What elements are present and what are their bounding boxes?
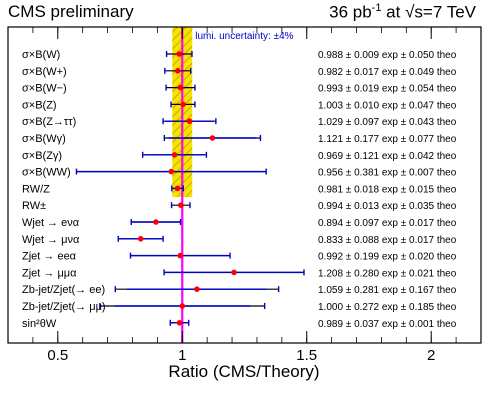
x-tick-label: 1 [178,347,186,364]
row-label: Wjet → eνα [22,217,80,229]
header-energy: at √s=7 TeV [381,2,476,22]
x-tick-label: 1.5 [296,347,317,364]
row-label: Wjet → μνα [22,234,80,246]
row-value-text: 0.988 ± 0.009 exp ± 0.050 theo [318,50,457,61]
data-point [194,286,200,293]
data-point [176,320,183,326]
row-label: σ×B(W) [22,49,60,61]
data-point [171,152,178,158]
row-value-text: 0.993 ± 0.019 exp ± 0.054 theo [318,84,457,95]
row-value-text: 0.981 ± 0.018 exp ± 0.015 theo [318,184,457,195]
row-label: sin²θW [22,318,57,330]
row-label: σ×B(Wγ) [22,133,66,145]
row-label: σ×B(Z→ττ) [22,116,76,128]
row-value-text: 0.833 ± 0.088 exp ± 0.017 theo [318,235,457,246]
row-value-text: 0.992 ± 0.199 exp ± 0.020 theo [318,252,457,263]
header-lumi: 36 pb [329,2,372,22]
row-label: Zb-jet/Zjet(→ μμ) [22,301,106,313]
row-label: Zb-jet/Zjet(→ ee) [22,284,105,296]
row-value-text: 0.969 ± 0.121 exp ± 0.042 theo [318,151,457,162]
row-value-text: 0.894 ± 0.097 exp ± 0.017 theo [318,218,457,229]
data-point [231,269,237,276]
plot-frame [7,26,482,344]
data-point [168,168,175,175]
row-value-text: 0.956 ± 0.381 exp ± 0.007 theo [318,168,457,179]
data-point [153,219,159,225]
data-point [186,118,193,124]
x-tick-label: 2 [427,347,435,364]
row-label: RW/Z [22,183,50,195]
header-experiment: CMS preliminary [8,2,134,21]
row-value-text: 0.994 ± 0.013 exp ± 0.035 theo [318,201,457,212]
row-value-text: 1.003 ± 0.010 exp ± 0.047 theo [318,100,457,111]
row-label: σ×B(Z) [22,99,57,111]
data-point [177,84,184,91]
header-lumi-energy: 36 pb-1 at √s=7 TeV [329,2,476,23]
row-value-text: 1.121 ± 0.177 exp ± 0.077 theo [318,134,457,145]
x-axis-label: Ratio (CMS/Theory) [168,362,320,381]
data-point [177,202,184,208]
data-point [177,252,184,259]
row-label: RW± [22,200,46,212]
row-label: σ×B(W−) [22,83,67,95]
row-value-text: 0.982 ± 0.017 exp ± 0.049 theo [318,67,457,78]
row-value-text: 1.208 ± 0.280 exp ± 0.021 theo [318,268,457,279]
row-value-text: 1.059 ± 0.281 exp ± 0.167 theo [318,285,457,296]
data-point [137,236,144,242]
row-label: σ×B(WW) [22,167,71,179]
data-point [209,135,216,141]
row-value-text: 0.989 ± 0.037 exp ± 0.001 theo [318,319,457,330]
row-value-text: 1.000 ± 0.272 exp ± 0.185 theo [318,302,457,313]
row-label: σ×B(Zγ) [22,150,62,162]
row-label: σ×B(W+) [22,66,67,78]
row-value-text: 1.029 ± 0.097 exp ± 0.043 theo [318,117,457,128]
data-point [179,303,186,309]
data-point [180,101,186,108]
data-point [176,51,183,57]
row-label: Zjet → μμα [22,267,77,279]
header-lumi-exp: -1 [371,2,382,14]
lumi-band-label: lumi. uncertainty: ±4% [195,31,293,42]
x-tick-label: 0.5 [47,347,68,364]
row-label: Zjet → eeα [22,251,77,263]
data-point [174,185,181,192]
data-point [174,68,181,74]
